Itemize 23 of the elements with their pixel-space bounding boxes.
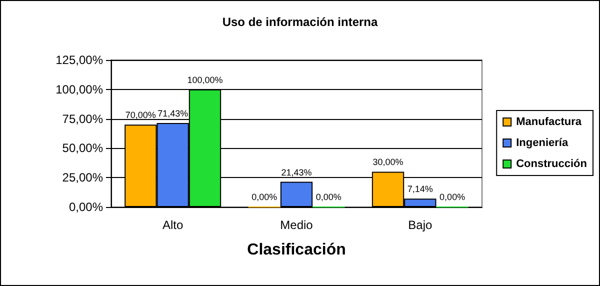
legend-label: Construcción	[516, 158, 588, 170]
data-label: 71,43%	[158, 108, 188, 118]
x-axis-title: Clasificación	[247, 242, 346, 258]
legend-label: Manufactura	[516, 116, 582, 128]
chart-title: Uso de información interna	[222, 15, 378, 29]
legend-label: Ingeniería	[516, 137, 569, 149]
y-tick-label: 0,00%	[68, 200, 104, 214]
data-label: 30,00%	[372, 157, 404, 168]
y-tick-label: 75,00%	[62, 112, 104, 126]
x-tick-label: Bajo	[408, 218, 432, 232]
data-label: 70,00%	[125, 110, 156, 120]
data-label: 0,00%	[316, 192, 342, 202]
data-label: 7,14%	[407, 184, 433, 194]
data-label: 0,00%	[252, 192, 278, 202]
x-tick-label: Alto	[162, 218, 184, 232]
y-tick-label: 100,00%	[56, 82, 104, 96]
x-tick-label: Medio	[280, 218, 314, 232]
data-label: 0,00%	[440, 192, 466, 202]
y-tick-label: 25,00%	[62, 170, 104, 185]
y-tick-label: 50,00%	[62, 141, 104, 156]
data-label: 21,43%	[281, 167, 312, 178]
y-tick-label: 125,00%	[56, 53, 104, 67]
data-label: 100,00%	[187, 74, 223, 85]
